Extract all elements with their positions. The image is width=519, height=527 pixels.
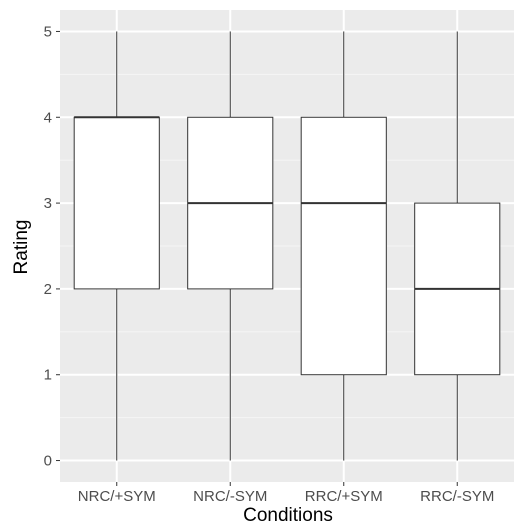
x-axis: NRC/+SYM NRC/-SYM RRC/+SYM RRC/-SYM xyxy=(78,482,494,505)
y-tick-label: 1 xyxy=(44,367,52,384)
x-tick-label: RRC/-SYM xyxy=(420,488,494,505)
x-axis-title: Conditions xyxy=(243,505,333,526)
y-tick-label: 0 xyxy=(44,453,52,470)
x-tick-label: NRC/+SYM xyxy=(78,488,156,505)
x-tick-label: RRC/+SYM xyxy=(305,488,383,505)
y-tick-label: 3 xyxy=(44,195,52,212)
y-tick-label: 2 xyxy=(44,281,52,298)
box-1 xyxy=(73,31,160,461)
box-iqr xyxy=(73,116,160,290)
y-tick-label: 4 xyxy=(44,109,52,126)
box-iqr xyxy=(300,116,387,376)
box-4 xyxy=(414,31,501,461)
y-axis: 0 1 2 3 4 5 xyxy=(44,23,60,470)
y-axis-title: Rating xyxy=(11,220,32,275)
y-tick-label: 5 xyxy=(44,23,52,40)
box-2 xyxy=(187,31,274,461)
boxes xyxy=(73,31,501,461)
box-3 xyxy=(300,31,387,461)
x-tick-label: NRC/-SYM xyxy=(193,488,267,505)
